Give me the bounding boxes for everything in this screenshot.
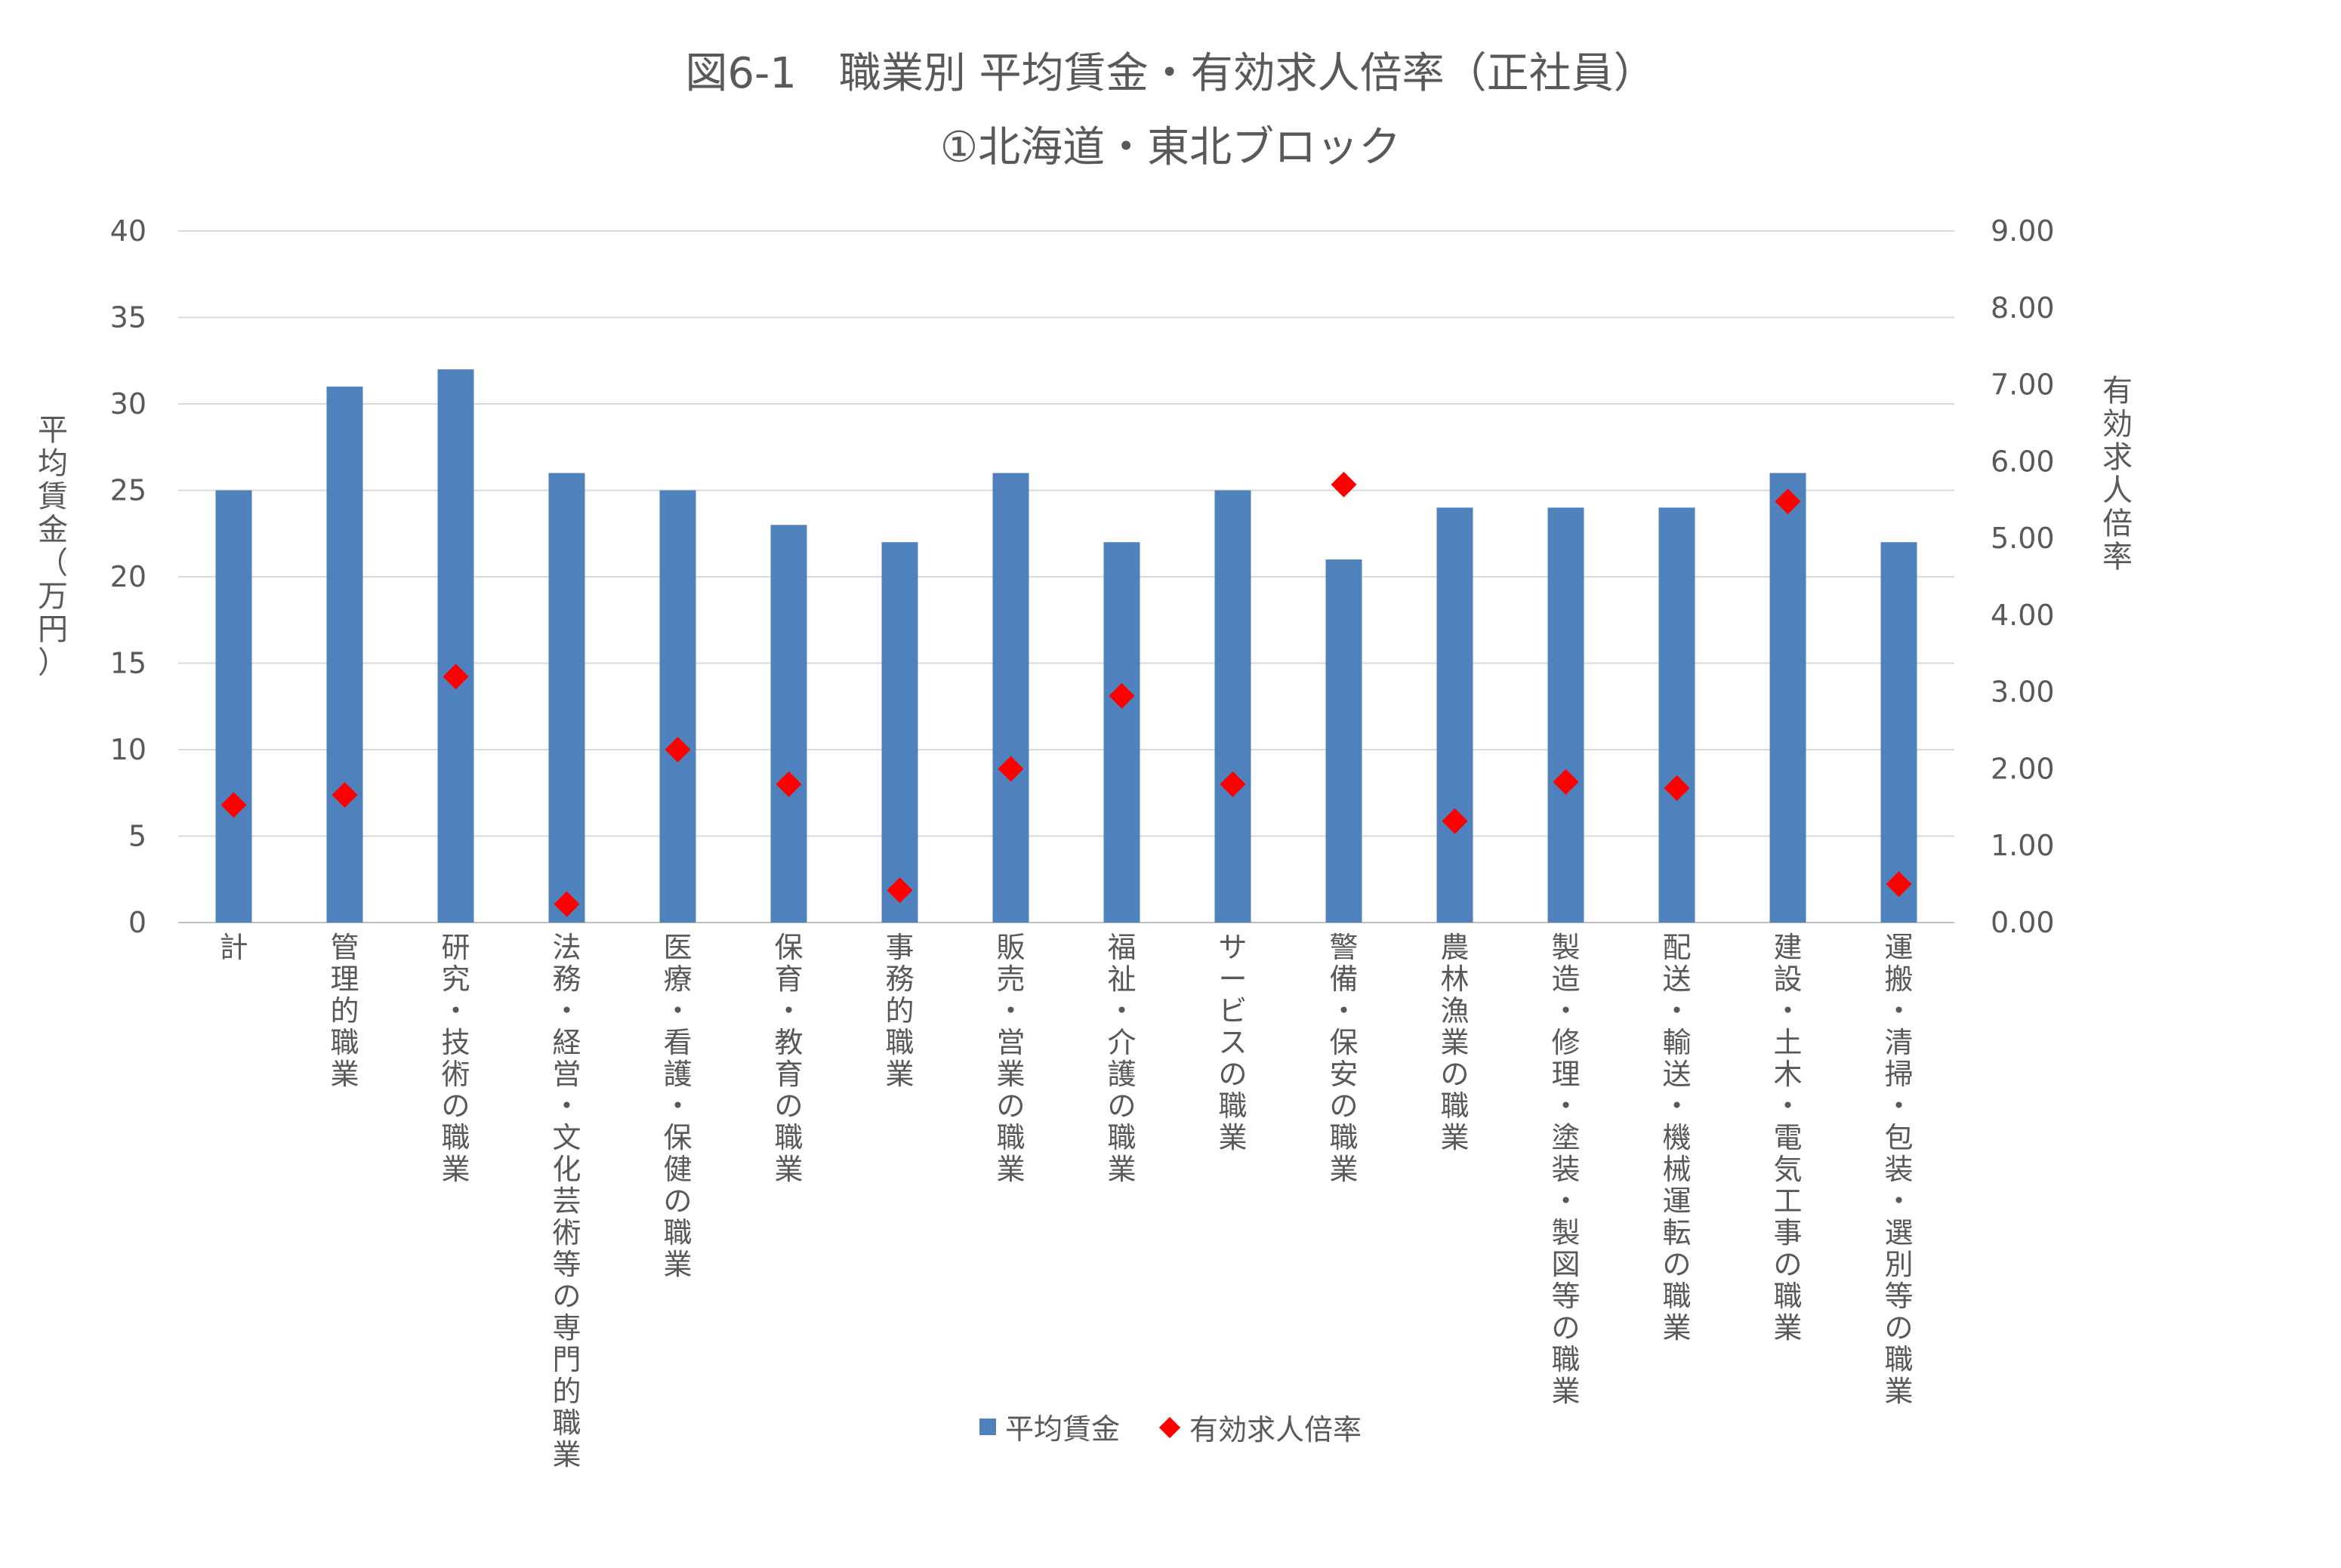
legend: 平均賃金 有効求人倍率 (0, 1406, 2341, 1448)
x-tick-label: 販売・営業の職業 (996, 931, 1025, 1186)
legend-diamond-swatch (1158, 1416, 1181, 1438)
y2-tick-label: 6.00 (1991, 445, 2055, 478)
legend-label-wage: 平均賃金 (1004, 1412, 1120, 1446)
ratio-point (1442, 808, 1468, 834)
x-tick-label: 医療・看護・保健の職業 (663, 931, 692, 1281)
bar (659, 490, 696, 923)
x-tick-label: 農林漁業の職業 (1440, 931, 1469, 1154)
ratio-point (998, 756, 1024, 782)
y-tick-label: 35 (110, 301, 147, 334)
y-tick-label: 20 (110, 560, 147, 593)
bar (437, 369, 474, 923)
ratio-point (887, 877, 913, 904)
bar (1325, 559, 1362, 923)
y2-tick-label: 7.00 (1991, 368, 2055, 402)
ratio-point (554, 891, 580, 917)
y-tick-label: 15 (110, 647, 147, 680)
bar (881, 542, 918, 923)
x-tick-label: 警備・保安の職業 (1329, 931, 1358, 1186)
ratio-point (332, 782, 358, 809)
ratio-point (443, 664, 469, 690)
x-tick-label: 建設・土木・電気工事の職業 (1773, 931, 1802, 1345)
chart-title: 図6-1 職業別 平均賃金・有効求人倍率（正社員） (685, 49, 1656, 98)
x-tick-label: サービスの職業 (1218, 931, 1247, 1154)
ratio-point (1775, 488, 1801, 515)
y-tick-label: 10 (110, 733, 147, 766)
x-tick-label: 配送・輸送・機械運転の職業 (1662, 931, 1691, 1345)
bar (1547, 507, 1584, 923)
bar (1769, 473, 1806, 923)
y-tick-label: 25 (110, 474, 147, 507)
y2-tick-label: 8.00 (1991, 291, 2055, 325)
ratio-point (1553, 769, 1579, 795)
x-tick-label: 事務的職業 (885, 931, 914, 1091)
x-tick-label: 保育・教育の職業 (774, 931, 803, 1186)
legend-label-ratio: 有効求人倍率 (1189, 1413, 1362, 1446)
bar (215, 490, 252, 923)
bar (1103, 542, 1140, 923)
ratio-point (1220, 771, 1246, 797)
bar (548, 473, 585, 923)
y2-tick-label: 1.00 (1991, 829, 2055, 862)
y2-axis-title: 有 効 求 人 倍 率 (2102, 374, 2133, 575)
bar (770, 525, 807, 923)
x-tick-label: 製造・修理・塗装・製図等の職業 (1551, 931, 1580, 1408)
bar (1880, 542, 1917, 923)
y2-tick-label: 2.00 (1991, 752, 2055, 785)
legend-item-ratio: 有効求人倍率 (1158, 1406, 1362, 1448)
x-tick-label: 管理的職業 (330, 931, 359, 1091)
ratio-point (665, 737, 691, 762)
ratio-point (1331, 471, 1357, 498)
y2-tick-label: 3.00 (1991, 676, 2055, 709)
bar (992, 473, 1029, 923)
bar (326, 387, 363, 923)
x-tick-label: 研究・技術の職業 (441, 931, 470, 1186)
ratio-point (1886, 871, 1912, 898)
bar (1214, 490, 1251, 923)
y-tick-label: 30 (110, 387, 147, 420)
y-axis-title: 平 均 賃 金 （ 万 円 ） (38, 413, 68, 680)
y2-tick-label: 0.00 (1991, 906, 2055, 939)
chart-subtitle: ①北海道・東北ブロック (939, 123, 1402, 172)
ratio-point (221, 792, 247, 818)
y-tick-label: 40 (110, 214, 147, 248)
legend-bar-swatch (979, 1418, 996, 1435)
y2-tick-label: 5.00 (1991, 522, 2055, 555)
x-tick-label: 計 (219, 931, 248, 964)
y-tick-label: 5 (128, 820, 147, 853)
bar (1658, 507, 1695, 923)
bar (1436, 507, 1473, 923)
x-tick-label: 運搬・清掃・包装・選別等の職業 (1884, 931, 1913, 1408)
y2-tick-label: 9.00 (1991, 214, 2055, 248)
ratio-point (1109, 682, 1135, 709)
y2-tick-label: 4.00 (1991, 599, 2055, 632)
legend-item-wage: 平均賃金 (979, 1406, 1120, 1447)
y-tick-label: 0 (128, 906, 147, 939)
x-tick-label: 法務・経営・文化芸術等の専門的職業 (552, 931, 581, 1471)
ratio-point (776, 771, 802, 797)
ratio-point (1664, 775, 1690, 801)
x-tick-label: 福祉・介護の職業 (1107, 931, 1136, 1186)
